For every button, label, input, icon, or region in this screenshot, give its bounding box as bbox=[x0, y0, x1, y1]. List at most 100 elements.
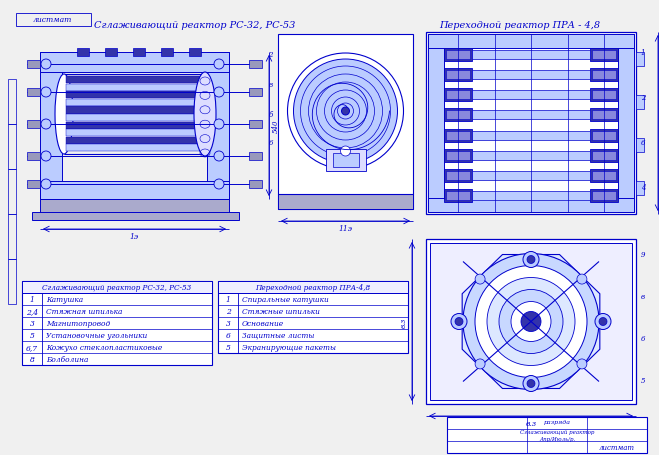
Text: Катушка: Катушка bbox=[46, 295, 83, 303]
Text: в.з: в.з bbox=[525, 419, 536, 427]
Bar bbox=[472, 111, 590, 120]
Text: 8: 8 bbox=[30, 355, 34, 363]
Bar bbox=[636, 53, 644, 67]
Bar bbox=[40, 53, 229, 73]
Bar bbox=[40, 53, 62, 200]
Bar bbox=[278, 195, 413, 210]
Bar bbox=[161, 49, 173, 57]
Bar bbox=[592, 152, 616, 160]
Bar bbox=[444, 69, 472, 82]
Bar bbox=[592, 91, 616, 100]
Bar bbox=[590, 129, 618, 142]
Text: 9: 9 bbox=[641, 250, 646, 258]
Bar bbox=[66, 77, 203, 84]
Text: 6: 6 bbox=[641, 139, 646, 147]
Bar bbox=[472, 192, 590, 201]
Bar bbox=[66, 137, 203, 145]
Bar bbox=[472, 172, 590, 181]
Bar bbox=[428, 35, 634, 49]
Circle shape bbox=[41, 60, 51, 70]
Circle shape bbox=[523, 252, 539, 268]
Circle shape bbox=[527, 379, 535, 388]
Bar bbox=[66, 92, 203, 99]
Text: 11э: 11э bbox=[339, 224, 353, 233]
Bar bbox=[27, 121, 40, 129]
Bar bbox=[66, 130, 203, 137]
Bar bbox=[428, 198, 634, 212]
Text: 6: 6 bbox=[225, 331, 231, 339]
Text: Экранирующие пакеты: Экранирующие пакеты bbox=[242, 343, 336, 351]
Bar bbox=[27, 153, 40, 161]
Bar bbox=[426, 239, 636, 404]
Text: 6: 6 bbox=[641, 334, 646, 342]
Bar bbox=[278, 35, 413, 210]
Text: 540: 540 bbox=[272, 120, 280, 133]
Text: Установочные угольники: Установочные угольники bbox=[46, 331, 147, 339]
Bar bbox=[590, 109, 618, 122]
Bar bbox=[444, 169, 472, 182]
Circle shape bbox=[487, 278, 575, 366]
Text: 2: 2 bbox=[225, 307, 231, 315]
Bar bbox=[446, 192, 470, 201]
Bar bbox=[636, 139, 644, 153]
Text: 6: 6 bbox=[268, 139, 273, 147]
Bar bbox=[446, 91, 470, 100]
Text: Сглаживающий реактор РС-32, РС-53: Сглаживающий реактор РС-32, РС-53 bbox=[94, 21, 296, 30]
Text: Основание: Основание bbox=[242, 319, 284, 327]
Text: Сглаживающий реактор РС-32, РС-53: Сглаживающий реактор РС-32, РС-53 bbox=[42, 283, 192, 291]
Bar bbox=[66, 100, 203, 106]
Bar bbox=[592, 111, 616, 120]
Circle shape bbox=[463, 254, 599, 389]
Text: Сглаживающий реактор: Сглаживающий реактор bbox=[520, 429, 594, 434]
Bar bbox=[592, 172, 616, 181]
Text: Переходной реактор ПРА - 4,8: Переходной реактор ПРА - 4,8 bbox=[440, 21, 600, 30]
Bar bbox=[590, 169, 618, 182]
Text: Стяжная шпилька: Стяжная шпилька bbox=[46, 307, 123, 315]
Circle shape bbox=[41, 180, 51, 190]
Text: в: в bbox=[641, 293, 645, 300]
Bar bbox=[592, 131, 616, 140]
Text: 5: 5 bbox=[225, 343, 231, 351]
Circle shape bbox=[523, 376, 539, 392]
Bar bbox=[249, 121, 262, 129]
Circle shape bbox=[214, 60, 224, 70]
Text: Магнитопровод: Магнитопровод bbox=[46, 319, 110, 327]
Bar bbox=[27, 181, 40, 188]
Bar bbox=[472, 152, 590, 160]
Circle shape bbox=[475, 266, 587, 378]
Bar bbox=[472, 131, 590, 140]
Bar bbox=[636, 96, 644, 110]
Circle shape bbox=[214, 180, 224, 190]
Bar bbox=[446, 71, 470, 80]
Text: 1: 1 bbox=[30, 295, 34, 303]
Bar bbox=[8, 80, 16, 125]
Bar bbox=[590, 149, 618, 162]
Bar bbox=[22, 281, 212, 293]
Bar bbox=[446, 152, 470, 160]
Bar bbox=[40, 182, 229, 200]
Circle shape bbox=[341, 147, 351, 157]
Bar bbox=[249, 181, 262, 188]
Circle shape bbox=[599, 318, 607, 326]
Text: Стяжные шпильки: Стяжные шпильки bbox=[242, 307, 320, 315]
Bar bbox=[66, 115, 203, 122]
Bar bbox=[472, 71, 590, 80]
Bar bbox=[618, 35, 634, 212]
Bar bbox=[77, 49, 89, 57]
Bar bbox=[249, 153, 262, 161]
Circle shape bbox=[41, 152, 51, 162]
Bar bbox=[472, 91, 590, 100]
Text: в.з: в.з bbox=[400, 317, 408, 327]
Bar bbox=[249, 61, 262, 69]
Bar bbox=[326, 150, 366, 172]
Text: 3: 3 bbox=[225, 319, 231, 327]
Bar bbox=[472, 51, 590, 60]
Bar bbox=[105, 49, 117, 57]
Bar bbox=[207, 53, 229, 200]
Text: разряда: разряда bbox=[544, 420, 571, 425]
Circle shape bbox=[293, 60, 397, 164]
Bar bbox=[446, 51, 470, 60]
Bar bbox=[426, 33, 636, 214]
Circle shape bbox=[214, 152, 224, 162]
Ellipse shape bbox=[194, 73, 216, 157]
